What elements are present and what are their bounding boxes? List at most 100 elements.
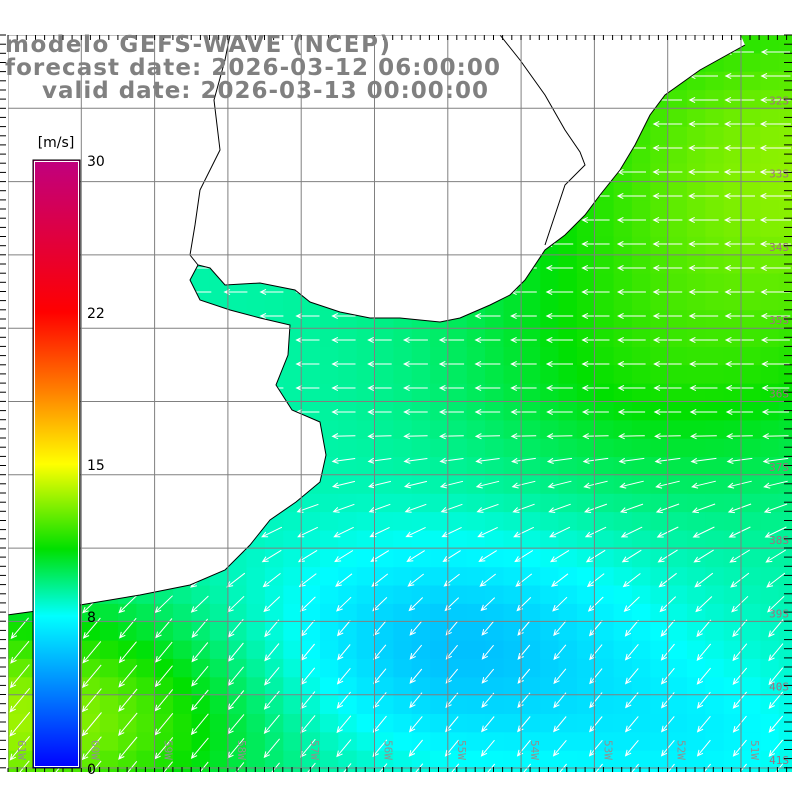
wind-speed-cell	[356, 512, 376, 532]
wind-speed-cell	[668, 457, 688, 477]
wind-arrow	[409, 668, 423, 684]
wind-speed-cell	[338, 310, 358, 330]
wind-speed-cell	[118, 677, 138, 697]
wind-arrow	[688, 144, 719, 152]
wind-speed-cell	[154, 677, 174, 697]
wind-speed-cell	[742, 273, 761, 293]
wind-speed-cell	[705, 714, 725, 733]
wind-arrow	[514, 550, 534, 563]
wind-speed-cell	[595, 35, 615, 36]
wind-speed-cell	[411, 750, 431, 770]
wind-speed-cell	[466, 695, 486, 715]
wind-speed-cell	[742, 457, 761, 477]
wind-speed-cell	[246, 567, 266, 587]
wind-arrow	[263, 714, 280, 734]
wind-speed-cell	[466, 328, 486, 348]
wind-arrow	[513, 526, 535, 538]
wind-speed-cell	[631, 310, 651, 330]
wind-speed-cell	[8, 548, 9, 568]
wind-speed-cell	[723, 603, 743, 623]
wind-speed-cell	[595, 475, 615, 495]
wind-speed-cell	[613, 530, 633, 550]
wind-arrow	[732, 619, 748, 638]
wind-speed-cell	[668, 347, 688, 366]
wind-speed-cell	[576, 347, 596, 366]
wind-speed-cell	[760, 603, 780, 623]
wind-speed-cell	[650, 493, 670, 513]
wind-speed-cell	[301, 365, 321, 385]
wind-speed-cell	[723, 53, 743, 73]
wind-speed-cell	[760, 714, 780, 733]
wind-speed-cell	[760, 750, 780, 770]
wind-arrow	[545, 264, 574, 272]
wind-arrow	[227, 618, 244, 638]
wind-arrow	[19, 760, 30, 772]
wind-arrow	[761, 408, 789, 416]
wind-speed-cell	[264, 603, 284, 623]
wind-speed-cell	[375, 347, 394, 366]
wind-speed-cell	[448, 35, 468, 36]
wind-speed-cell	[723, 200, 743, 220]
wind-speed-cell	[191, 603, 211, 623]
wind-speed-cell	[668, 291, 688, 311]
wind-speed-cell	[778, 347, 792, 366]
wind-arrow	[9, 664, 30, 689]
wind-speed-cell	[778, 530, 792, 550]
wind-speed-cell	[485, 695, 505, 715]
longitude-label: 52W	[675, 740, 688, 760]
wind-arrow	[545, 336, 574, 344]
wind-arrow	[480, 597, 496, 612]
wind-speed-cell	[154, 658, 174, 678]
wind-speed-cell	[209, 603, 229, 623]
wind-speed-cell	[558, 567, 578, 587]
wind-speed-cell	[650, 714, 670, 733]
wind-speed-cell	[81, 603, 101, 623]
wind-speed-cell	[687, 200, 706, 220]
wind-arrow	[191, 642, 209, 663]
wind-speed-cell	[8, 236, 9, 256]
wind-speed-cell	[742, 71, 761, 91]
wind-speed-cell	[283, 769, 303, 772]
wind-arrow	[728, 526, 751, 538]
longitude-label: 60W	[88, 740, 101, 760]
wind-speed-cell	[540, 695, 560, 715]
wind-arrow	[546, 433, 573, 440]
wind-speed-cell	[742, 328, 761, 348]
wind-speed-cell	[503, 383, 523, 403]
wind-speed-cell	[631, 640, 651, 660]
wind-arrow	[406, 550, 425, 563]
wind-arrow	[154, 595, 173, 614]
wind-arrow	[191, 618, 209, 638]
wind-arrow	[688, 168, 719, 176]
wind-arrow	[622, 573, 641, 588]
wind-speed-cell	[393, 475, 413, 495]
wind-speed-cell	[723, 347, 743, 366]
wind-arrow	[581, 288, 610, 296]
wind-arrow	[762, 457, 789, 464]
wind-speed-cell	[118, 695, 138, 715]
wind-speed-cell	[760, 255, 780, 275]
wind-arrow	[731, 595, 749, 613]
wind-speed-cell	[631, 530, 651, 550]
wind-arrow	[474, 433, 501, 440]
wind-speed-cell	[760, 769, 780, 772]
wind-speed-cell	[742, 493, 761, 513]
wind-speed-cell	[558, 585, 578, 605]
wind-speed-cell	[723, 181, 743, 201]
wind-speed-cell	[778, 310, 792, 330]
wind-speed-cell	[466, 35, 486, 36]
wind-arrow	[726, 457, 753, 464]
wind-arrow	[331, 336, 356, 344]
wind-speed-cell	[448, 640, 468, 660]
longitude-label: 58W	[235, 740, 248, 760]
wind-speed-cell	[393, 677, 413, 697]
wind-speed-cell	[136, 695, 156, 715]
wind-speed-cell	[430, 640, 450, 660]
wind-speed-cell	[760, 53, 780, 73]
wind-speed-cell	[338, 548, 358, 568]
wind-speed-cell	[411, 603, 431, 623]
wind-speed-cell	[558, 35, 578, 36]
wind-arrow	[477, 526, 498, 538]
wind-arrow	[760, 96, 791, 104]
